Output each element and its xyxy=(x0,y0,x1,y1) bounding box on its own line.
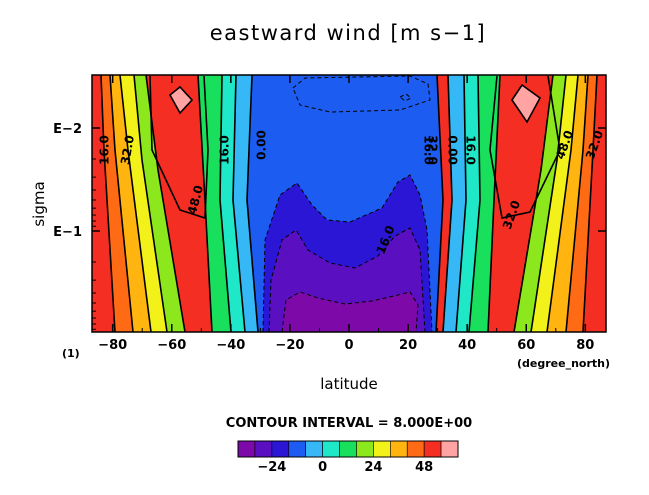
colorbar: −24 0 24 48 xyxy=(237,440,459,475)
contour-label: 16.0 xyxy=(218,135,232,165)
contour-line xyxy=(565,75,589,332)
x-tick-label: −60 xyxy=(157,338,186,353)
contour-band xyxy=(110,75,151,332)
x-tick-label: 80 xyxy=(576,338,594,353)
dashed-contour-line xyxy=(281,291,419,332)
contour-line xyxy=(109,75,134,332)
colorbar-swatch xyxy=(406,440,425,458)
contour-line xyxy=(442,75,453,332)
contour-label: 32.0 xyxy=(118,134,137,166)
contour-line xyxy=(513,75,554,332)
dashed-contour-line xyxy=(268,227,426,332)
colorbar-swatch xyxy=(440,440,459,458)
contour-band xyxy=(583,75,606,332)
colorbar-tick-label: 48 xyxy=(415,460,433,475)
contour-line xyxy=(489,75,561,219)
y-tick-label: E−2 xyxy=(53,122,82,137)
contour-line xyxy=(511,83,542,124)
y-axis-label: sigma xyxy=(30,181,48,226)
x-unit-label: (degree_north) xyxy=(517,357,610,370)
corner-label: (1) xyxy=(62,347,80,360)
contour-line xyxy=(246,75,259,332)
contour-label: 16.0 xyxy=(464,135,478,165)
colorbar-frame xyxy=(237,440,459,458)
contour-line xyxy=(100,75,116,332)
y-tick-label: E−1 xyxy=(53,225,82,240)
colorbar-swatch xyxy=(322,440,340,458)
contour-band xyxy=(120,75,167,332)
contour-line xyxy=(468,75,481,332)
x-tick-label: 40 xyxy=(458,338,476,353)
contour-line xyxy=(149,75,209,220)
contour-band xyxy=(512,85,540,122)
contour-line xyxy=(219,75,232,332)
contour-band xyxy=(547,75,588,332)
contour-line xyxy=(582,75,598,332)
contour-line xyxy=(455,75,467,332)
contour-line xyxy=(119,75,152,332)
contour-band xyxy=(566,75,597,332)
colorbar-swatch xyxy=(423,440,442,458)
x-tick-label: −20 xyxy=(275,338,304,353)
x-tick-label: −80 xyxy=(98,338,127,353)
contour-band xyxy=(92,75,115,332)
y-axis: E−2 E−1 xyxy=(53,122,606,330)
contour-band xyxy=(293,76,430,112)
x-tick-label: 20 xyxy=(399,338,417,353)
colorbar-tick-label: −24 xyxy=(257,460,286,475)
colorbar-tick-label: 24 xyxy=(364,460,382,475)
colorbar-swatch xyxy=(305,440,323,458)
dashed-contour-line xyxy=(399,93,412,102)
contour-band xyxy=(531,75,578,332)
contour-label: 16.0 xyxy=(98,135,112,165)
colorbar-swatch xyxy=(237,440,256,458)
contour-band xyxy=(101,75,133,332)
contour-line xyxy=(133,75,168,332)
contour-line xyxy=(168,85,194,115)
chart-title: eastward wind [m s−1] xyxy=(210,21,487,45)
contour-line xyxy=(487,75,501,332)
contour-band xyxy=(282,292,418,332)
colorbar-swatch xyxy=(390,440,408,458)
x-axis-label: latitude xyxy=(320,375,378,393)
contour-line xyxy=(530,75,567,332)
contour-band xyxy=(170,87,192,113)
colorbar-swatch xyxy=(373,440,391,458)
x-axis: −80 −60 −40 −20 0 20 40 60 80 xyxy=(98,75,594,353)
colorbar-swatch xyxy=(339,440,357,458)
contour-line xyxy=(232,75,246,332)
contour-interval-text: CONTOUR INTERVAL = 8.000E+00 xyxy=(226,416,472,431)
contour-band xyxy=(514,75,566,332)
x-tick-label: 0 xyxy=(344,338,353,353)
x-tick-label: −40 xyxy=(216,338,245,353)
contour-label: 16.0 xyxy=(422,135,436,165)
colorbar-swatch xyxy=(271,440,290,458)
colorbar-tick-label: 0 xyxy=(318,460,327,475)
contour-band xyxy=(469,75,500,332)
contour-line xyxy=(435,75,444,332)
dashed-contour-line xyxy=(292,75,431,113)
contour-line xyxy=(145,75,186,332)
x-tick-label: 60 xyxy=(517,338,535,353)
colorbar-swatch xyxy=(356,440,374,458)
colorbar-swatch xyxy=(288,440,306,458)
contour-band xyxy=(134,75,185,332)
contour-label: 32.0 xyxy=(426,135,440,165)
contour-label: 0.00 xyxy=(255,130,269,160)
contour-label: 0.00 xyxy=(446,135,460,165)
contour-line xyxy=(546,75,579,332)
dashed-contour-line xyxy=(262,174,433,332)
colorbar-swatch xyxy=(254,440,273,458)
contour-band xyxy=(198,75,231,332)
